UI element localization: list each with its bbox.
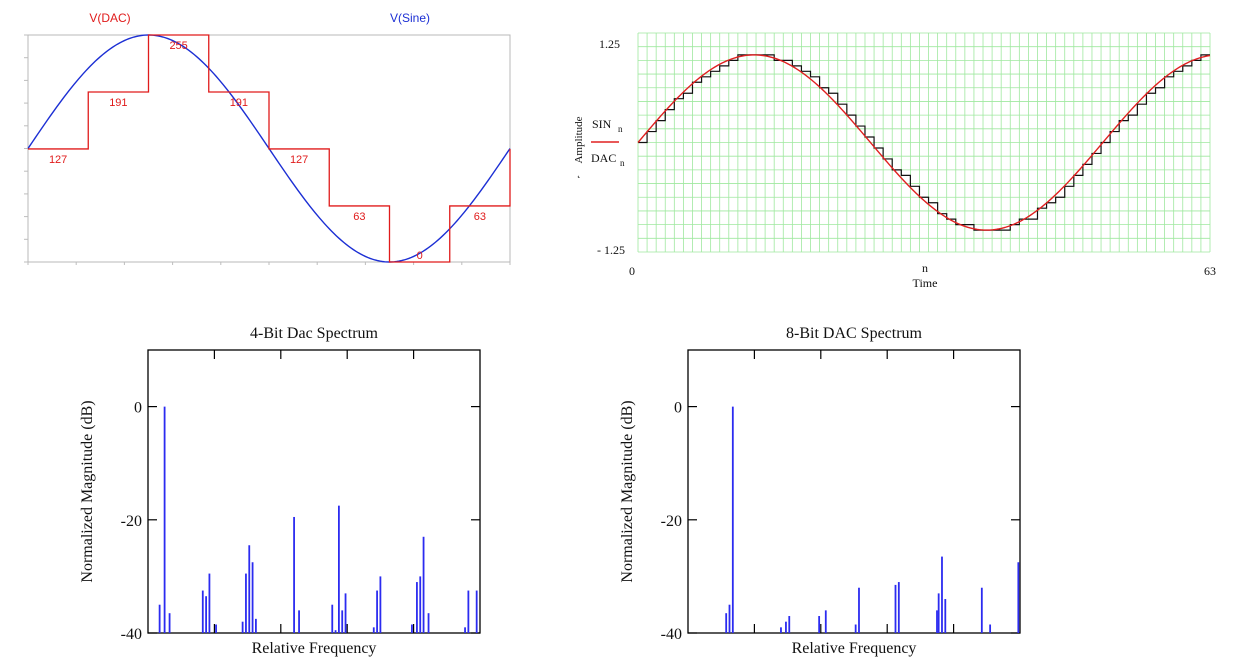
legend-sin-subscript: n — [618, 124, 623, 134]
chart-title: 4-Bit Dac Spectrum — [250, 325, 379, 342]
legend-dac-subscript: n — [620, 158, 625, 168]
x-axis-label: Relative Frequency — [252, 640, 377, 657]
legend-dac-label: DAC — [591, 151, 616, 165]
legend-sin-label: SIN — [592, 117, 612, 131]
legend: SIN n DAC n — [591, 117, 625, 168]
plot-frame — [147, 349, 481, 634]
spectrum-4bit-panel: 4-Bit Dac Spectrum 0 -20 -40 Relative Freque… — [60, 315, 500, 666]
spectrum-8bit-chart: 8-Bit DAC Spectrum 0 -20 -40 Relative Freque… — [619, 325, 1021, 657]
y-axis-label: Amplitude — [573, 116, 585, 163]
chart-title: 8-Bit DAC Spectrum — [786, 325, 923, 342]
x-tick-label: 0 — [629, 264, 635, 278]
x-axis-label: Relative Frequency — [792, 640, 917, 657]
step-value-label: 63 — [353, 211, 365, 223]
y-tick-label: 0 — [674, 400, 682, 417]
dac-series-line — [28, 34, 511, 263]
y-axis-label: Normalized Magnitude (dB) — [79, 400, 96, 582]
y-tick-label: -40 — [121, 626, 142, 643]
y-tick-label: - 1.25 — [597, 243, 625, 257]
step-value-label: 191 — [109, 97, 127, 109]
y-tick-label: 1.25 — [599, 37, 620, 51]
y-tick-label: -20 — [121, 513, 142, 530]
step-value-label: 0 — [417, 250, 423, 262]
step-value-label: 191 — [230, 97, 248, 109]
spectrum-4bit-chart: 4-Bit Dac Spectrum 0 -20 -40 Relative Freque… — [79, 325, 481, 657]
x-tick-label: 63 — [1204, 264, 1216, 278]
dac-sine-chart: 127 191 255 191 127 63 0 63 V(DAC) V(Sine) — [24, 11, 511, 265]
y-tick-label: -40 — [661, 626, 682, 643]
legend-dac-label: V(DAC) — [89, 11, 130, 25]
plot-frame — [687, 349, 1021, 634]
y-tick-label: -20 — [661, 513, 682, 530]
y-axis-mark: ˛ — [577, 167, 581, 179]
y-tick-label: 0 — [134, 400, 142, 417]
sampled-sine-panel: 1.25- 1.25 0 63 n Time Amplitude ˛ SIN n DAC n — [560, 0, 1234, 300]
dac-sine-panel: 127 191 255 191 127 63 0 63 V(DAC) V(Sine) — [0, 0, 540, 290]
sin-series-line — [637, 54, 1211, 231]
y-axis-label: Normalized Magnitude (dB) — [619, 400, 636, 582]
legend-sine-label: V(Sine) — [390, 11, 430, 25]
x-variable-label: n — [922, 261, 928, 275]
step-value-label: 63 — [474, 211, 486, 223]
step-value-label: 127 — [290, 154, 308, 166]
step-value-label: 255 — [169, 40, 187, 52]
step-value-label: 127 — [49, 154, 67, 166]
x-axis-label: Time — [913, 276, 938, 290]
spectrum-8bit-panel: 8-Bit DAC Spectrum 0 -20 -40 Relative Freque… — [600, 315, 1040, 666]
